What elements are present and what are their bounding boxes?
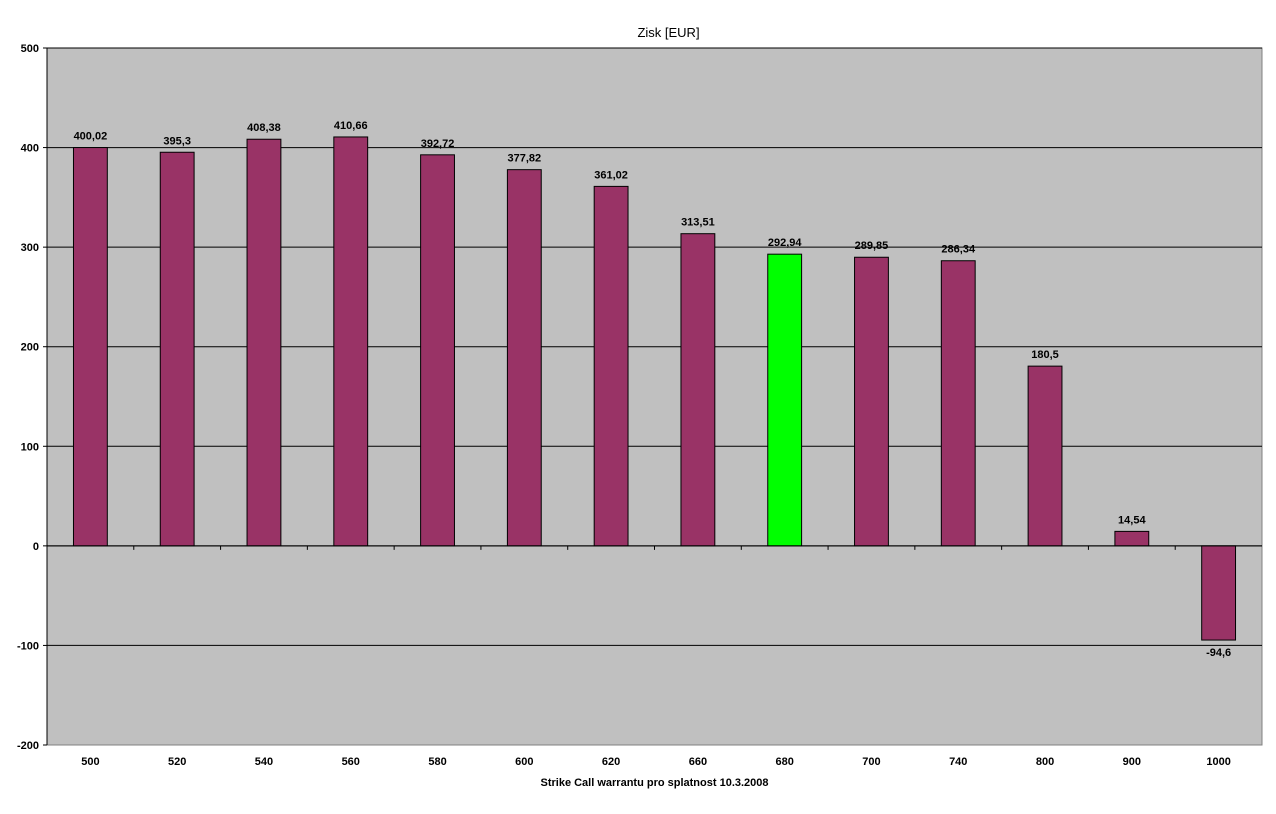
bar-520 [159, 151, 195, 547]
data-label-800: 180,5 [1031, 349, 1059, 361]
x-tick-label: 900 [1123, 756, 1141, 768]
data-label-520: 395,3 [163, 135, 191, 147]
x-tick-label: 1000 [1206, 756, 1230, 768]
x-tick-label: 660 [689, 756, 707, 768]
data-label-540: 408,38 [247, 122, 281, 134]
y-tick-label: 300 [21, 242, 39, 254]
data-label-580: 392,72 [421, 138, 455, 150]
bar-900 [1114, 530, 1150, 547]
y-tick-label: 500 [21, 43, 39, 55]
y-tick-label: -200 [17, 740, 39, 752]
x-tick-label: 700 [862, 756, 880, 768]
bar-800 [1027, 365, 1063, 547]
data-label-600: 377,82 [507, 153, 541, 165]
bars [72, 136, 1237, 641]
y-tick-label: 200 [21, 342, 39, 354]
y-tick-label: 0 [33, 541, 39, 553]
data-label-740: 286,34 [941, 244, 976, 256]
x-tick-label: 800 [1036, 756, 1054, 768]
x-axis-title: Strike Call warrantu pro splatnost 10.3.… [540, 777, 768, 789]
x-tick-label: 500 [81, 756, 99, 768]
x-tick-label: 580 [428, 756, 446, 768]
bar-560 [333, 136, 369, 547]
data-label-500: 400,02 [74, 131, 108, 143]
bar-1000 [1201, 545, 1237, 641]
bar-660 [680, 233, 716, 547]
data-label-660: 313,51 [681, 217, 715, 229]
x-tick-label: 740 [949, 756, 967, 768]
x-tick-label: 540 [255, 756, 273, 768]
x-tick-label: 620 [602, 756, 620, 768]
bar-620 [593, 185, 629, 547]
chart-title: Zisk [EUR] [637, 25, 699, 40]
bar-740 [940, 260, 976, 547]
data-label-700: 289,85 [855, 240, 889, 252]
x-tick-label: 560 [342, 756, 360, 768]
bar-580 [420, 154, 455, 547]
data-label-900: 14,54 [1118, 514, 1146, 526]
data-label-680: 292,94 [768, 237, 803, 249]
plot-area [46, 47, 1263, 746]
y-tick-label: 100 [21, 441, 39, 453]
bar-680 [767, 253, 803, 547]
data-label-1000: -94,6 [1206, 647, 1231, 659]
bar-700 [854, 256, 889, 547]
bar-540 [246, 138, 282, 547]
data-label-560: 410,66 [334, 120, 368, 132]
y-tick-label: -100 [17, 640, 39, 652]
x-tick-label: 600 [515, 756, 533, 768]
x-tick-label: 680 [775, 756, 793, 768]
x-tick-label: 520 [168, 756, 186, 768]
bar-600 [506, 169, 542, 547]
bar-500 [72, 147, 108, 547]
data-labels: 400,02 395,3 408,38 410,66 392,72 377,82 361,0… [74, 120, 1232, 659]
y-tick-label: 400 [21, 143, 39, 155]
data-label-620: 361,02 [594, 169, 628, 181]
